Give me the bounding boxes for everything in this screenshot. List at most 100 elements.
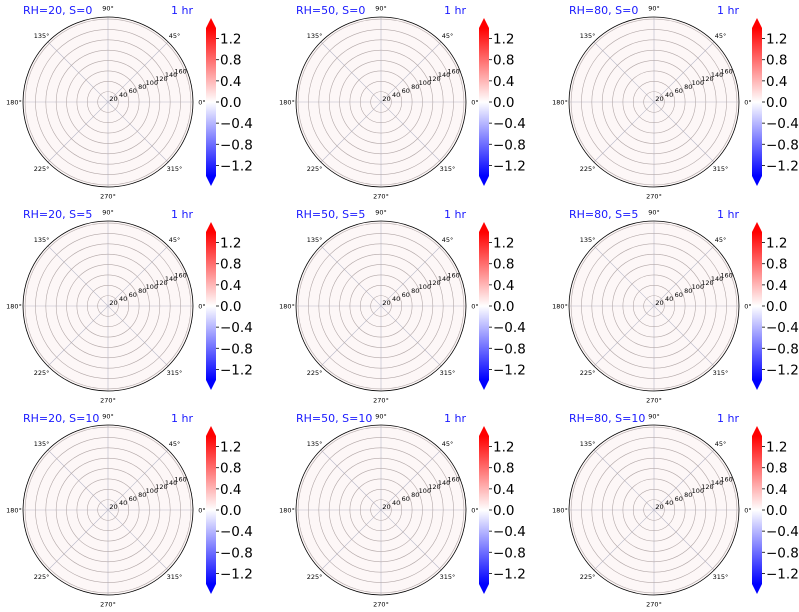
radial-gridline [328,457,434,563]
angle-tick-label: 225° [34,369,50,377]
colorbar-extend-min [206,584,216,594]
colorbar-extend-max [479,222,489,232]
radial-tick-label: 160 [720,67,732,75]
colorbar-tick-label: 0.8 [493,257,514,273]
panel-title-right: 1 hr [717,4,739,17]
radial-gridline [97,295,119,317]
colorbar-extend-min [752,584,762,594]
colorbar-tick-label: −0.8 [766,341,799,357]
panel-title-right: 1 hr [171,412,193,425]
radial-gridline [370,91,392,113]
colorbar-tick-label: −1.2 [493,362,526,378]
radial-tick-label: 100 [692,283,704,291]
angle-tick-label: 315° [713,369,729,377]
radial-tick-label: 60 [675,87,683,95]
colorbar-tick-label: 0.4 [220,278,241,294]
radial-gridline [66,468,150,552]
angle-tick-label: 225° [34,573,50,581]
radial-tick-label: 160 [174,67,186,75]
radial-tick-label: 60 [402,495,410,503]
radial-gridline [581,233,727,379]
colorbar-tick-label: 0.0 [220,503,241,519]
colorbar-extend-min [206,176,216,186]
radial-tick-label: 140 [438,275,450,283]
colorbar-tick-label: 0.4 [220,74,241,90]
radial-gridline [66,60,150,144]
angle-tick-label: 0° [471,99,478,107]
radial-tick-label: 80 [411,287,419,295]
radial-gridline [622,70,686,134]
angle-tick-label: 180° [552,303,568,311]
radial-gridline [318,243,444,369]
colorbar-tick-label: −1.2 [766,566,799,582]
angle-tick-label: 315° [440,165,456,173]
colorbar-extend-max [752,222,762,232]
radial-tick-label: 20 [109,299,117,307]
radial-gridline [318,447,444,573]
angle-tick-label: 315° [713,165,729,173]
angle-tick-label: 90° [648,413,660,421]
angle-tick-label: 45° [715,440,727,448]
polar-frame [568,424,740,596]
radial-gridline [612,468,696,552]
colorbar-tick-label: 0.8 [220,461,241,477]
radial-gridline [35,233,181,379]
angle-tick-label: 315° [440,369,456,377]
radial-tick-label: 80 [138,287,146,295]
angle-tick-label: 180° [279,507,295,515]
radial-tick-label: 140 [711,479,723,487]
radial-gridline [328,49,434,155]
angle-tick-label: 90° [648,5,660,13]
colorbar-tick-label: 0.4 [493,278,514,294]
radial-gridline [35,29,181,175]
radial-gridline [308,233,454,379]
angle-tick-label: 45° [715,32,727,40]
angle-tick-label: 90° [102,413,114,421]
angle-tick-label: 270° [646,193,662,201]
panel-title-right: 1 hr [444,208,466,221]
radial-gridline [581,29,727,175]
panel-title-right: 1 hr [171,4,193,17]
colorbar-extend-min [752,176,762,186]
colorbar-tick-label: 0.8 [766,257,787,273]
radial-gridline [45,447,171,573]
radial-tick-label: 120 [428,483,440,491]
radial-tick-label: 40 [665,499,673,507]
polar-frame [295,220,467,392]
radial-tick-label: 80 [684,287,692,295]
panel-title-left: RH=80, S=5 [569,208,638,221]
radial-tick-label: 120 [155,483,167,491]
panel-title-right: 1 hr [171,208,193,221]
colorbar-extend-min [479,176,489,186]
radial-tick-label: 120 [701,75,713,83]
colorbar-tick-label: −1.2 [220,362,253,378]
radial-gridline [297,18,465,186]
angular-gridline [320,245,442,367]
radial-gridline [86,80,130,124]
angular-gridline [320,449,442,571]
colorbar-tick-label: 1.2 [220,32,241,48]
radial-gridline [24,426,192,594]
radial-tick-label: 40 [392,499,400,507]
colorbar-tick-label: −0.8 [220,545,253,561]
angle-tick-label: 45° [442,236,454,244]
colorbar-body [752,232,762,380]
radial-gridline [601,457,707,563]
radial-gridline [76,70,140,134]
radial-gridline [24,18,192,186]
radial-tick-label: 80 [138,491,146,499]
colorbar: 1.2 0.8 0.4 0.0 −0.4 −0.8 −1.2 [752,18,799,186]
angle-tick-label: 225° [307,369,323,377]
angle-tick-label: 45° [169,236,181,244]
radial-tick-label: 20 [109,95,117,103]
colorbar: 1.2 0.8 0.4 0.0 −0.4 −0.8 −1.2 [752,426,799,594]
colorbar-tick-label: −1.2 [766,362,799,378]
angle-tick-label: 180° [6,507,22,515]
colorbar-tick-label: 0.8 [220,257,241,273]
radial-tick-label: 140 [165,479,177,487]
radial-tick-label: 140 [438,479,450,487]
angle-tick-label: 135° [580,32,596,40]
